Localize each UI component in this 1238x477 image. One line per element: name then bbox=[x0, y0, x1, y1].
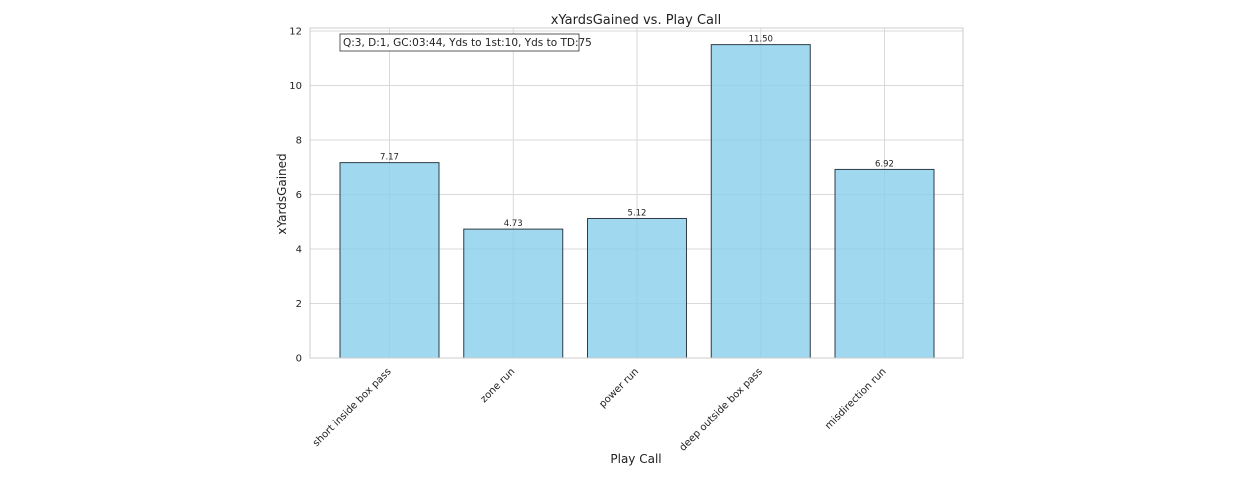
bar-value-label: 7.17 bbox=[380, 153, 399, 163]
annotation-frame bbox=[339, 33, 580, 52]
bar-value-label: 4.73 bbox=[504, 219, 523, 229]
x-tick-label: short inside box pass bbox=[311, 366, 394, 449]
y-tick-label: 8 bbox=[296, 136, 302, 147]
annotation-box: Q:3, D:1, GC:03:44, Yds to 1st:10, Yds t… bbox=[339, 33, 592, 52]
x-tick-label: deep outside box pass bbox=[678, 366, 765, 453]
bar bbox=[710, 44, 811, 359]
annotation-text: Q:3, D:1, GC:03:44, Yds to 1st:10, Yds t… bbox=[343, 37, 592, 49]
y-axis-label: xYardsGained bbox=[275, 153, 289, 234]
y-tick-label: 2 bbox=[296, 299, 302, 310]
bar-value-label: 11.50 bbox=[749, 35, 773, 45]
chart-title: xYardsGained vs. Play Call bbox=[551, 13, 721, 28]
y-tick-label: 4 bbox=[296, 245, 302, 256]
bar bbox=[587, 217, 687, 359]
plot-area-frame bbox=[309, 27, 964, 359]
bar bbox=[463, 228, 564, 359]
x-axis-label: Play Call bbox=[610, 452, 661, 466]
x-tick-label: power run bbox=[597, 366, 641, 410]
y-tick-label: 0 bbox=[296, 354, 302, 365]
y-tick-label: 12 bbox=[289, 27, 302, 38]
y-tick-layer: 0 2 4 6 8 10 12 bbox=[289, 27, 302, 365]
y-tick-label: 6 bbox=[296, 190, 302, 201]
bar bbox=[339, 162, 440, 359]
x-tick-label: misdirection run bbox=[823, 366, 888, 431]
x-tick-layer: short inside box pass zone run power run de… bbox=[311, 366, 889, 453]
bar bbox=[834, 168, 935, 359]
x-tick-label: zone run bbox=[479, 366, 518, 405]
y-tick-label: 10 bbox=[289, 81, 302, 92]
bar-value-label: 5.12 bbox=[628, 208, 647, 218]
bar-layer bbox=[339, 44, 935, 359]
data-label-layer: 7.17 4.73 5.12 11.50 6.92 bbox=[380, 35, 894, 229]
bar-value-label: 6.92 bbox=[875, 159, 894, 169]
